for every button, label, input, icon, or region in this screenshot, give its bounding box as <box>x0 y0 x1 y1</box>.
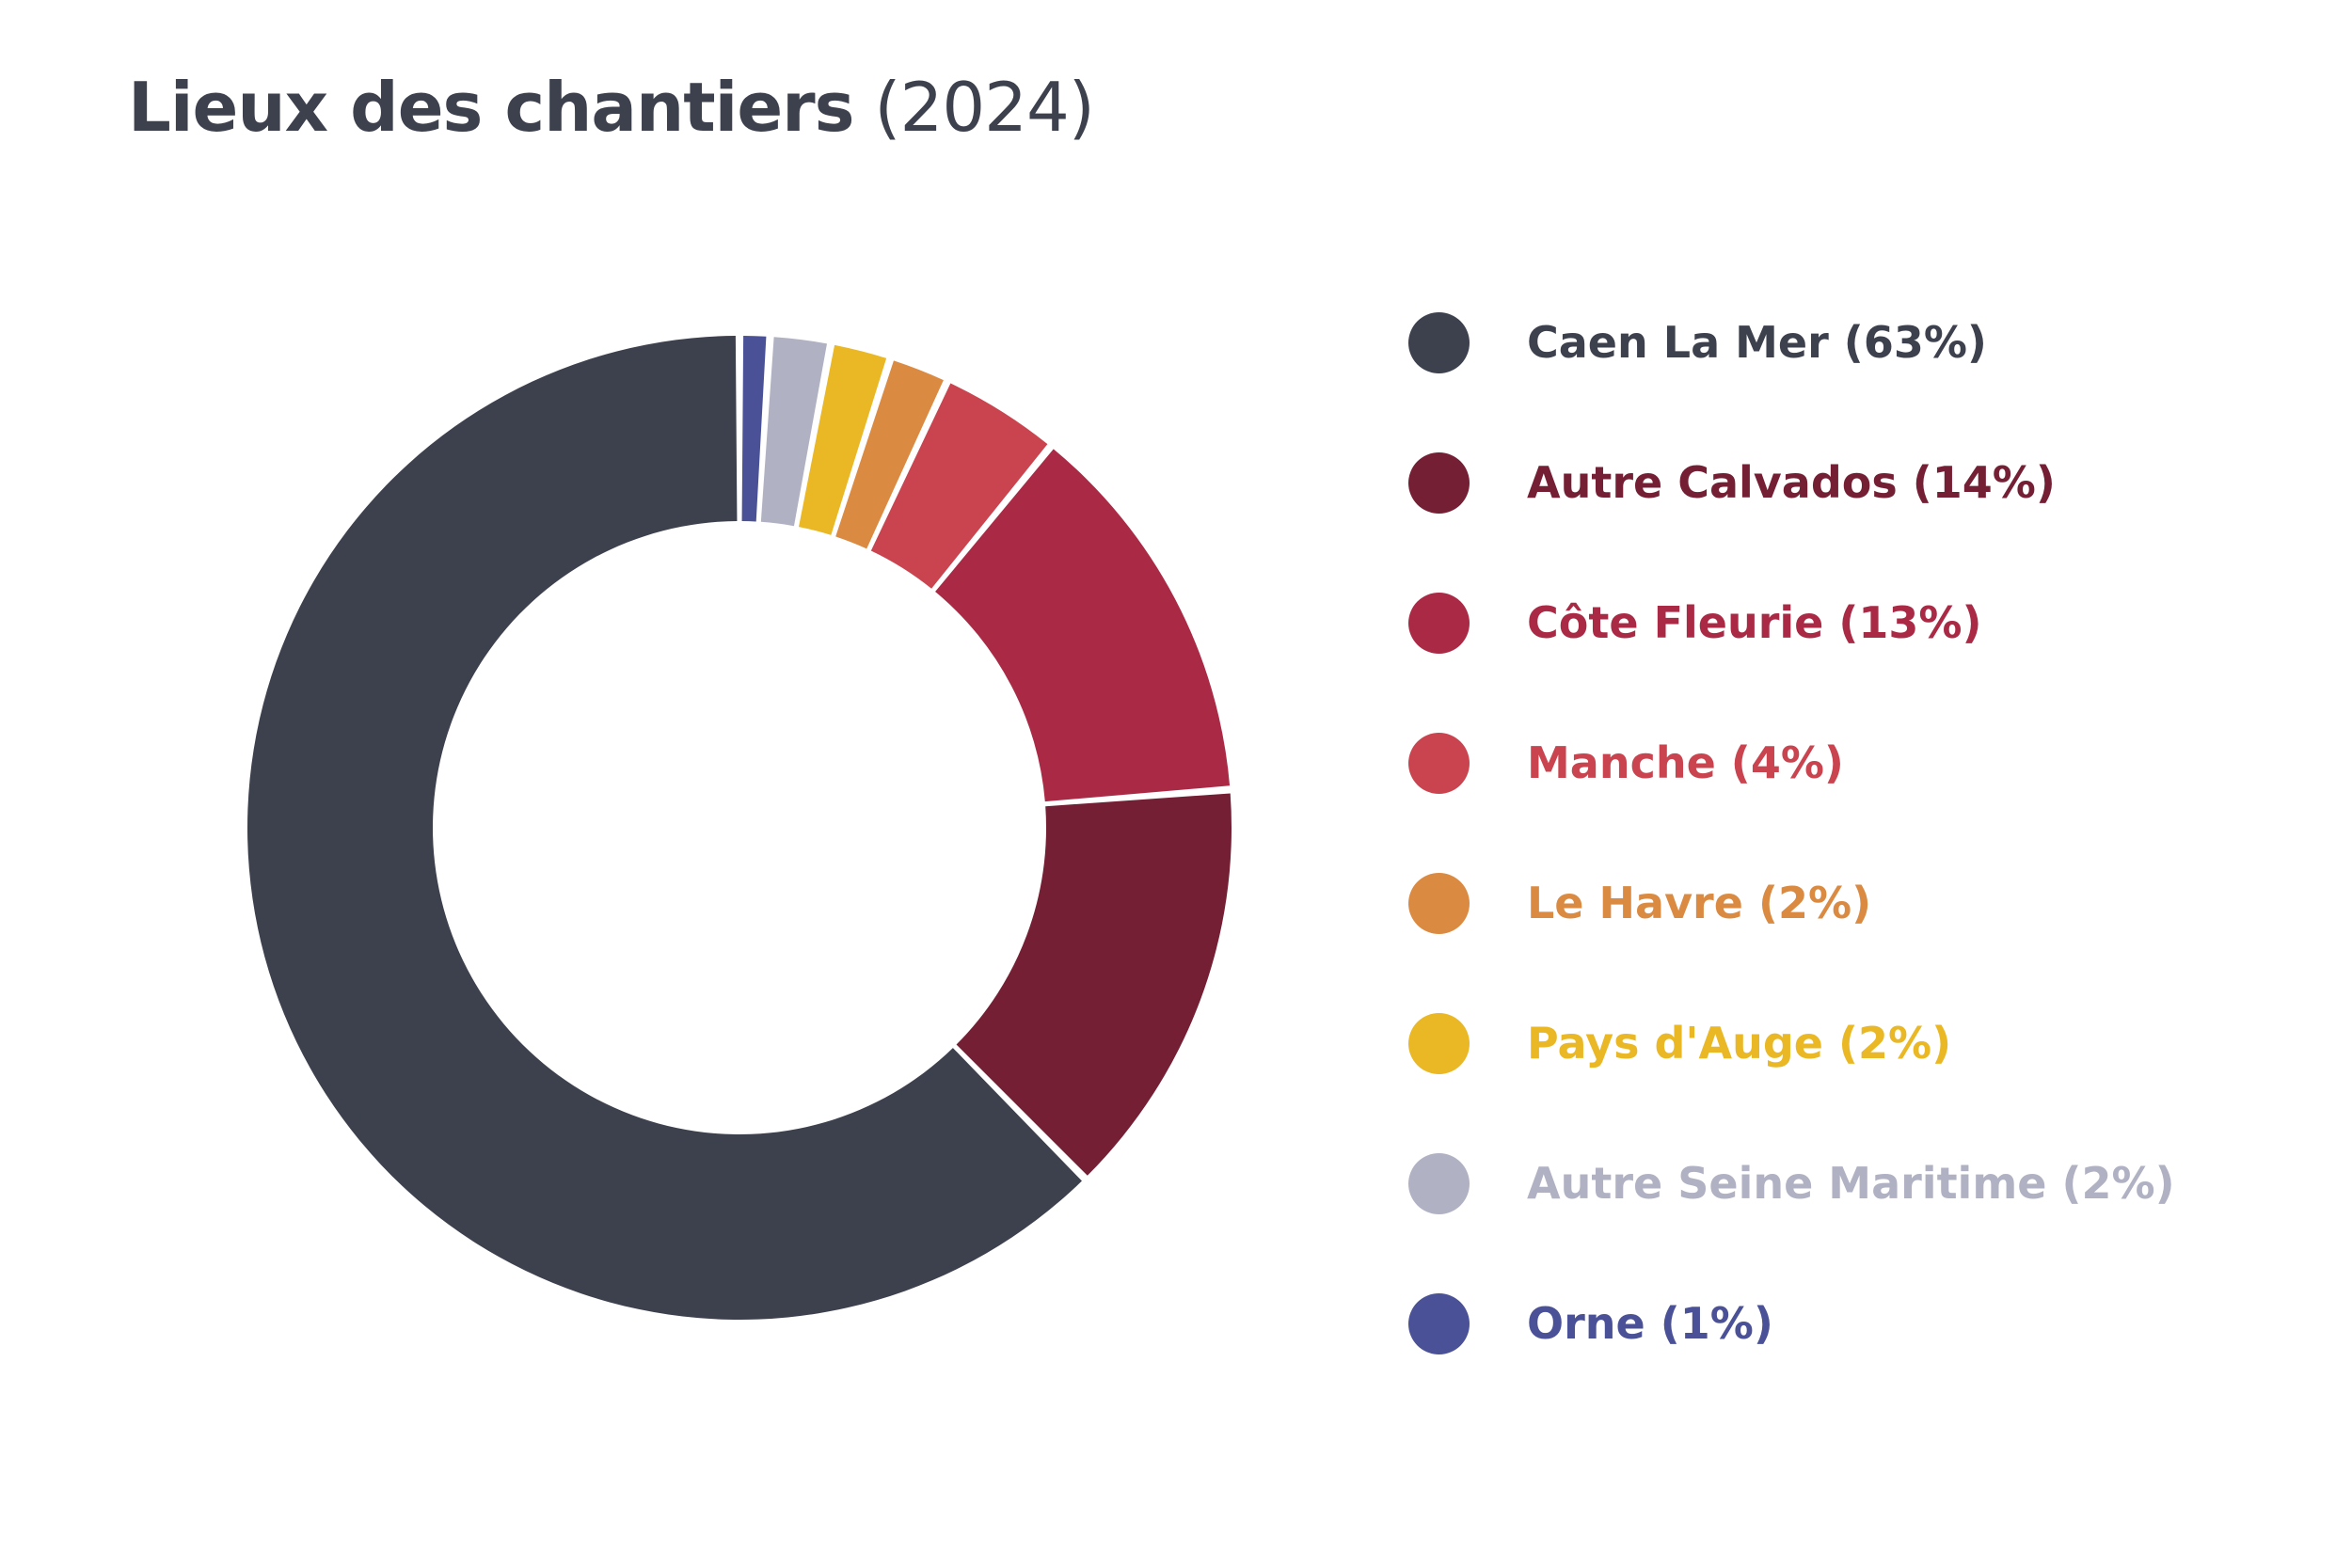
chart-title-year: (2024) <box>874 68 1094 147</box>
donut-slice-le-havre <box>835 360 944 549</box>
legend-item: Autre Calvados (14%) <box>1408 451 2312 591</box>
legend-dot-icon <box>1408 452 1470 514</box>
legend-dot-icon <box>1408 312 1470 373</box>
legend-label: Côte Fleurie (13%) <box>1527 597 1982 648</box>
legend-item: Manche (4%) <box>1408 731 2312 871</box>
legend-item: Caen La Mer (63%) <box>1408 310 2312 451</box>
legend-dot-icon <box>1408 1293 1470 1354</box>
legend-dot-icon <box>1408 1013 1470 1074</box>
chart-title-main: Lieux des chantiers <box>128 68 855 147</box>
legend-label: Manche (4%) <box>1527 737 1844 788</box>
legend-label: Caen La Mer (63%) <box>1527 317 1987 368</box>
legend-item: Orne (1%) <box>1408 1291 2312 1432</box>
legend-dot-icon <box>1408 733 1470 794</box>
donut-slice-caen-la-mer <box>246 336 1082 1321</box>
legend-item: Autre Seine Maritime (2%) <box>1408 1151 2312 1291</box>
donut-chart <box>246 336 1232 1321</box>
donut-slice-manche <box>870 383 1048 589</box>
legend-label: Autre Seine Maritime (2%) <box>1527 1158 2175 1209</box>
chart-title: Lieux des chantiers (2024) <box>128 73 1095 141</box>
legend-item: Le Havre (2%) <box>1408 871 2312 1011</box>
legend-label: Le Havre (2%) <box>1527 878 1872 928</box>
legend-item: Côte Fleurie (13%) <box>1408 591 2312 731</box>
legend-dot-icon <box>1408 873 1470 934</box>
donut-slice-c-te-fleurie <box>935 449 1231 802</box>
donut-slice-orne <box>741 336 767 522</box>
donut-slice-pays-d-auge <box>799 344 887 535</box>
legend-label: Orne (1%) <box>1527 1298 1773 1349</box>
chart-legend: Caen La Mer (63%) Autre Calvados (14%) Côt… <box>1408 310 2312 1432</box>
donut-slice-autre-calvados <box>956 793 1232 1176</box>
donut-slice-autre-seine-maritime <box>760 337 828 527</box>
legend-label: Pays d'Auge (2%) <box>1527 1018 1952 1069</box>
legend-dot-icon <box>1408 1153 1470 1214</box>
legend-item: Pays d'Auge (2%) <box>1408 1011 2312 1151</box>
legend-dot-icon <box>1408 593 1470 654</box>
legend-label: Autre Calvados (14%) <box>1527 457 2056 508</box>
